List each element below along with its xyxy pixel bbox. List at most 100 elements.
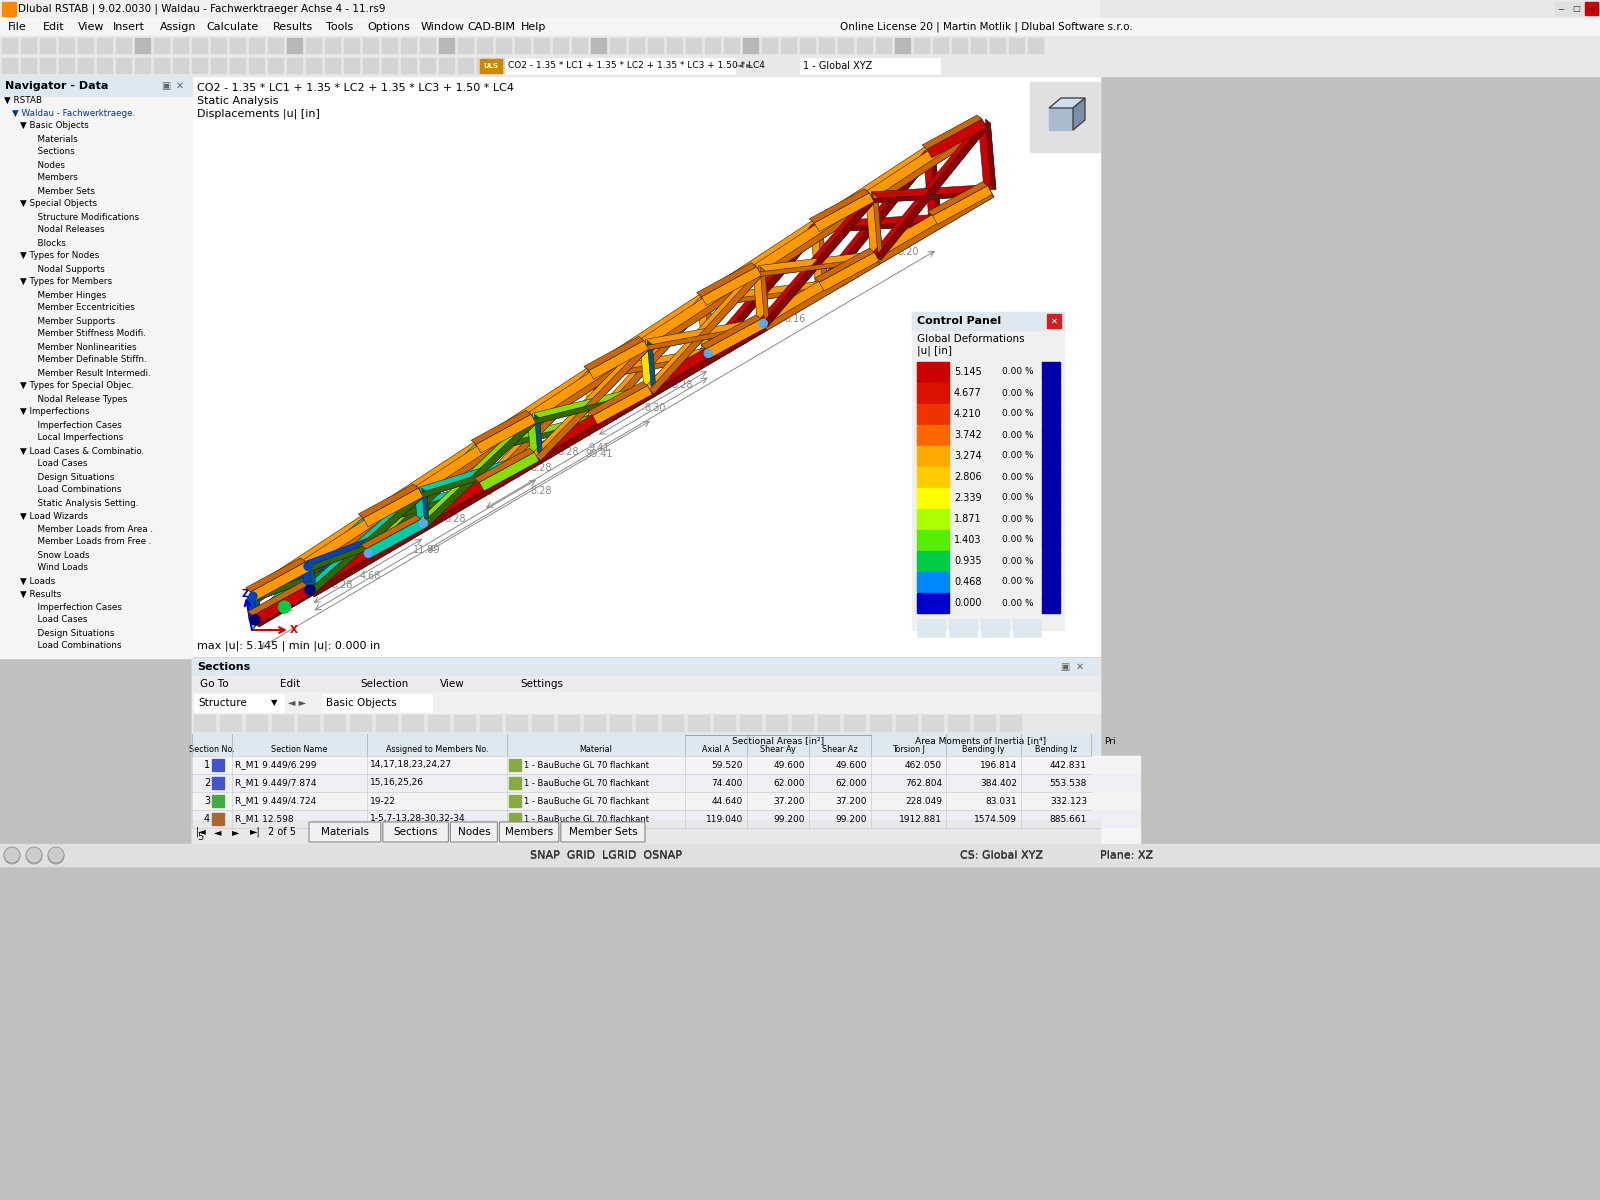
Polygon shape <box>760 266 770 323</box>
Polygon shape <box>536 392 654 463</box>
Bar <box>429 715 450 732</box>
Text: 8.28: 8.28 <box>530 486 552 496</box>
Text: ▼ Special Objects: ▼ Special Objects <box>19 199 98 209</box>
Bar <box>534 38 550 54</box>
Bar <box>667 38 683 54</box>
Text: Load Combinations: Load Combinations <box>32 642 122 650</box>
Polygon shape <box>590 304 709 382</box>
Text: Members: Members <box>506 827 554 838</box>
Bar <box>115 58 131 74</box>
Bar <box>2 58 18 74</box>
Polygon shape <box>248 582 307 616</box>
Polygon shape <box>478 413 598 493</box>
Bar <box>325 58 341 74</box>
Text: ▼ Loads: ▼ Loads <box>19 576 56 586</box>
Polygon shape <box>365 481 483 528</box>
Bar <box>192 792 1139 810</box>
Text: Materials: Materials <box>32 134 78 144</box>
Text: 196.814: 196.814 <box>979 761 1018 769</box>
Polygon shape <box>587 355 709 380</box>
Text: 3.274: 3.274 <box>954 451 982 461</box>
Bar <box>1042 488 1059 508</box>
FancyBboxPatch shape <box>560 822 645 842</box>
Bar <box>1555 2 1568 14</box>
Polygon shape <box>528 418 542 457</box>
Text: 462.050: 462.050 <box>906 761 942 769</box>
Bar <box>1042 425 1059 445</box>
Text: 8.30: 8.30 <box>645 403 666 413</box>
Text: Load Cases: Load Cases <box>32 616 88 624</box>
Bar <box>98 58 114 74</box>
Polygon shape <box>704 230 821 307</box>
Bar <box>1042 404 1059 424</box>
Polygon shape <box>251 562 310 601</box>
Text: 8.28: 8.28 <box>445 514 466 523</box>
Bar <box>819 38 835 54</box>
Polygon shape <box>640 344 656 390</box>
Circle shape <box>26 848 42 864</box>
Polygon shape <box>254 592 261 619</box>
Text: 384.402: 384.402 <box>979 779 1018 787</box>
Polygon shape <box>758 193 875 326</box>
Bar <box>506 715 528 732</box>
Bar <box>1042 383 1059 403</box>
Text: SNAP  GRID  LGRID  OSNAP: SNAP GRID LGRID OSNAP <box>530 850 682 860</box>
Bar <box>1042 593 1059 613</box>
Text: 9.41: 9.41 <box>589 443 610 452</box>
Polygon shape <box>811 227 827 287</box>
Bar <box>0 0 1101 18</box>
Bar <box>0 76 192 96</box>
Bar <box>78 58 94 74</box>
Polygon shape <box>480 422 598 493</box>
Polygon shape <box>306 488 424 594</box>
Text: Results: Results <box>272 22 314 32</box>
Polygon shape <box>816 215 936 233</box>
Polygon shape <box>365 445 482 557</box>
Polygon shape <box>253 526 370 602</box>
Text: Member Nonlinearities: Member Nonlinearities <box>32 342 136 352</box>
Polygon shape <box>760 250 880 330</box>
Bar <box>531 715 554 732</box>
Bar <box>192 692 1101 714</box>
Bar <box>742 38 758 54</box>
Polygon shape <box>754 270 770 324</box>
Circle shape <box>3 848 19 864</box>
Text: ◄ ►: ◄ ► <box>738 61 752 71</box>
Polygon shape <box>533 385 651 424</box>
Polygon shape <box>365 451 483 529</box>
Polygon shape <box>470 410 531 444</box>
Text: Go To: Go To <box>200 679 229 689</box>
Text: 119.040: 119.040 <box>706 815 742 823</box>
Bar <box>917 572 949 592</box>
Text: Navigator - Data: Navigator - Data <box>5 80 109 91</box>
Bar <box>686 38 702 54</box>
Text: ▼ Types for Members: ▼ Types for Members <box>19 277 112 287</box>
Polygon shape <box>763 197 875 326</box>
Polygon shape <box>875 122 989 260</box>
Text: 5.145: 5.145 <box>954 367 982 377</box>
Text: Member Sets: Member Sets <box>32 186 94 196</box>
Text: 1 - Global XYZ: 1 - Global XYZ <box>803 61 872 71</box>
Text: 1912.881: 1912.881 <box>899 815 942 823</box>
Text: Bending Iy: Bending Iy <box>962 745 1005 755</box>
Bar <box>2 38 18 54</box>
Bar <box>858 38 874 54</box>
Polygon shape <box>587 382 648 415</box>
Text: 228.049: 228.049 <box>906 797 942 805</box>
Text: ▼: ▼ <box>270 698 277 708</box>
Polygon shape <box>307 496 426 572</box>
Polygon shape <box>246 595 261 620</box>
Bar <box>917 446 949 466</box>
Bar <box>40 58 56 74</box>
Bar <box>438 58 454 74</box>
Text: SNAP  GRID  LGRID  OSNAP: SNAP GRID LGRID OSNAP <box>530 851 682 862</box>
Polygon shape <box>821 223 939 294</box>
Bar <box>211 58 227 74</box>
Bar <box>0 844 1600 866</box>
Bar <box>917 530 949 550</box>
Bar <box>1050 108 1074 130</box>
Bar <box>192 76 1101 656</box>
Text: Torsion J: Torsion J <box>893 745 925 755</box>
Polygon shape <box>867 116 989 204</box>
Polygon shape <box>472 448 488 487</box>
